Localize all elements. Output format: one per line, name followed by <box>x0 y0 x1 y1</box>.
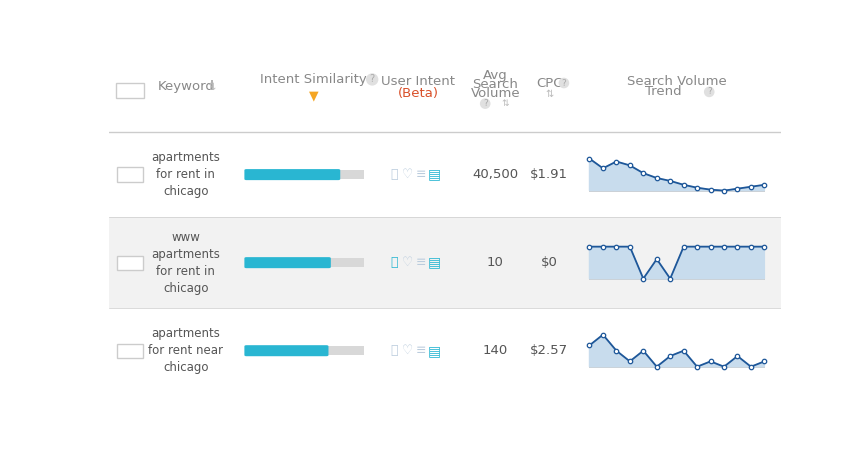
Bar <box>108 132 781 217</box>
Bar <box>108 308 781 394</box>
Text: Search: Search <box>472 78 518 91</box>
Text: Trend: Trend <box>645 85 681 98</box>
Text: chicago: chicago <box>163 282 208 295</box>
Text: $1.91: $1.91 <box>530 168 569 181</box>
Text: CPC: CPC <box>536 77 562 90</box>
Text: 40,500: 40,500 <box>472 168 518 181</box>
FancyBboxPatch shape <box>245 169 340 180</box>
Text: ♡: ♡ <box>402 256 413 269</box>
FancyBboxPatch shape <box>245 257 331 268</box>
Text: ≡: ≡ <box>416 256 426 269</box>
Text: www: www <box>171 231 201 243</box>
Bar <box>116 83 144 97</box>
Text: Intent Similarity: Intent Similarity <box>260 73 367 86</box>
Text: ⇅: ⇅ <box>545 89 553 99</box>
Text: ♡: ♡ <box>402 344 413 357</box>
Text: ≡: ≡ <box>416 168 426 181</box>
Text: ⇅: ⇅ <box>207 82 215 91</box>
Text: ⇅: ⇅ <box>502 99 510 108</box>
Bar <box>247 170 365 179</box>
Text: ▤: ▤ <box>428 344 441 358</box>
Polygon shape <box>589 247 765 279</box>
Bar <box>247 258 365 267</box>
Text: for rent in: for rent in <box>156 168 215 181</box>
Text: ≡: ≡ <box>416 344 426 357</box>
Text: Avg: Avg <box>483 69 508 82</box>
Polygon shape <box>589 334 765 367</box>
Text: for rent in: for rent in <box>156 265 215 278</box>
Text: for rent near: for rent near <box>148 344 223 357</box>
Text: chicago: chicago <box>163 361 208 374</box>
Polygon shape <box>589 158 765 191</box>
Bar <box>116 255 143 270</box>
Text: apartments: apartments <box>151 248 220 261</box>
Bar <box>116 344 143 358</box>
Text: $0: $0 <box>541 256 557 269</box>
Text: ⓘ: ⓘ <box>391 168 398 181</box>
Text: ?: ? <box>370 74 375 85</box>
Text: ▤: ▤ <box>428 168 441 182</box>
FancyBboxPatch shape <box>245 345 328 356</box>
Text: (Beta): (Beta) <box>398 87 438 100</box>
Text: Search Volume: Search Volume <box>627 75 727 88</box>
Text: ♡: ♡ <box>402 168 413 181</box>
Text: 10: 10 <box>487 256 503 269</box>
Text: ⓘ: ⓘ <box>391 344 398 357</box>
Text: Keyword: Keyword <box>157 80 214 93</box>
Text: ?: ? <box>483 99 488 108</box>
Text: $2.57: $2.57 <box>530 344 569 357</box>
Text: apartments: apartments <box>151 151 220 164</box>
Text: ?: ? <box>562 79 566 87</box>
Text: chicago: chicago <box>163 185 208 198</box>
Bar <box>247 346 365 355</box>
Text: ⓘ: ⓘ <box>391 256 398 269</box>
Text: ?: ? <box>707 87 712 97</box>
Text: ▤: ▤ <box>428 255 441 270</box>
Text: apartments: apartments <box>151 327 220 340</box>
Bar <box>108 217 781 308</box>
Text: Volume: Volume <box>470 87 520 100</box>
Bar <box>116 168 143 182</box>
Text: 140: 140 <box>483 344 508 357</box>
Text: User Intent: User Intent <box>381 75 455 88</box>
Text: ▼: ▼ <box>309 89 319 102</box>
